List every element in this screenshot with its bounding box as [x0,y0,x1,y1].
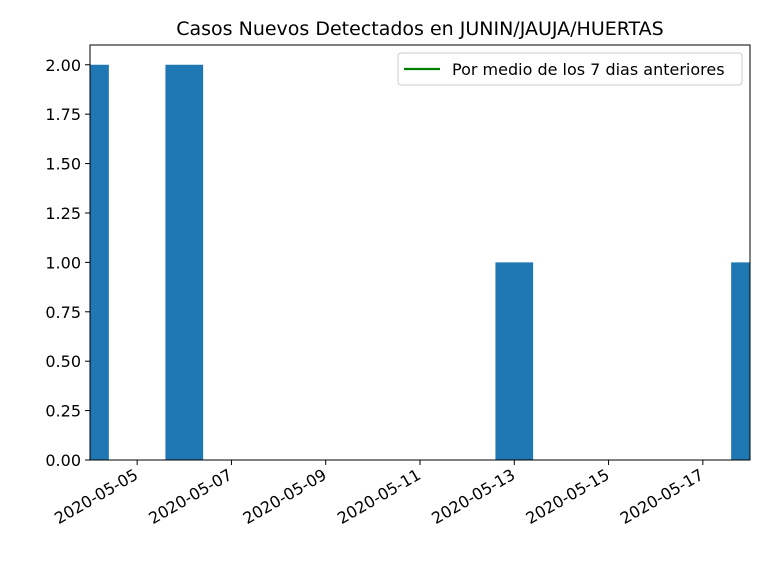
legend-label: Por medio de los 7 dias anteriores [452,60,725,79]
y-tick-label: 1.75 [45,105,81,124]
legend-box [397,52,743,86]
y-tick-label: 1.50 [45,155,81,174]
y-tick-label: 1.00 [45,253,81,272]
y-tick-label: 2.00 [45,56,81,75]
y-tick-label: 0.00 [45,451,81,470]
plot-area [90,64,750,460]
bar [731,262,750,460]
bar [495,262,534,460]
bar [165,64,204,460]
y-tick-label: 0.25 [45,402,81,421]
y-tick-label: 0.75 [45,303,81,322]
y-tick-label: 0.50 [45,352,81,371]
chart-title: Casos Nuevos Detectados en JUNIN/JAUJA/H… [176,18,664,40]
bar [90,64,109,460]
y-tick-label: 1.25 [45,204,81,223]
